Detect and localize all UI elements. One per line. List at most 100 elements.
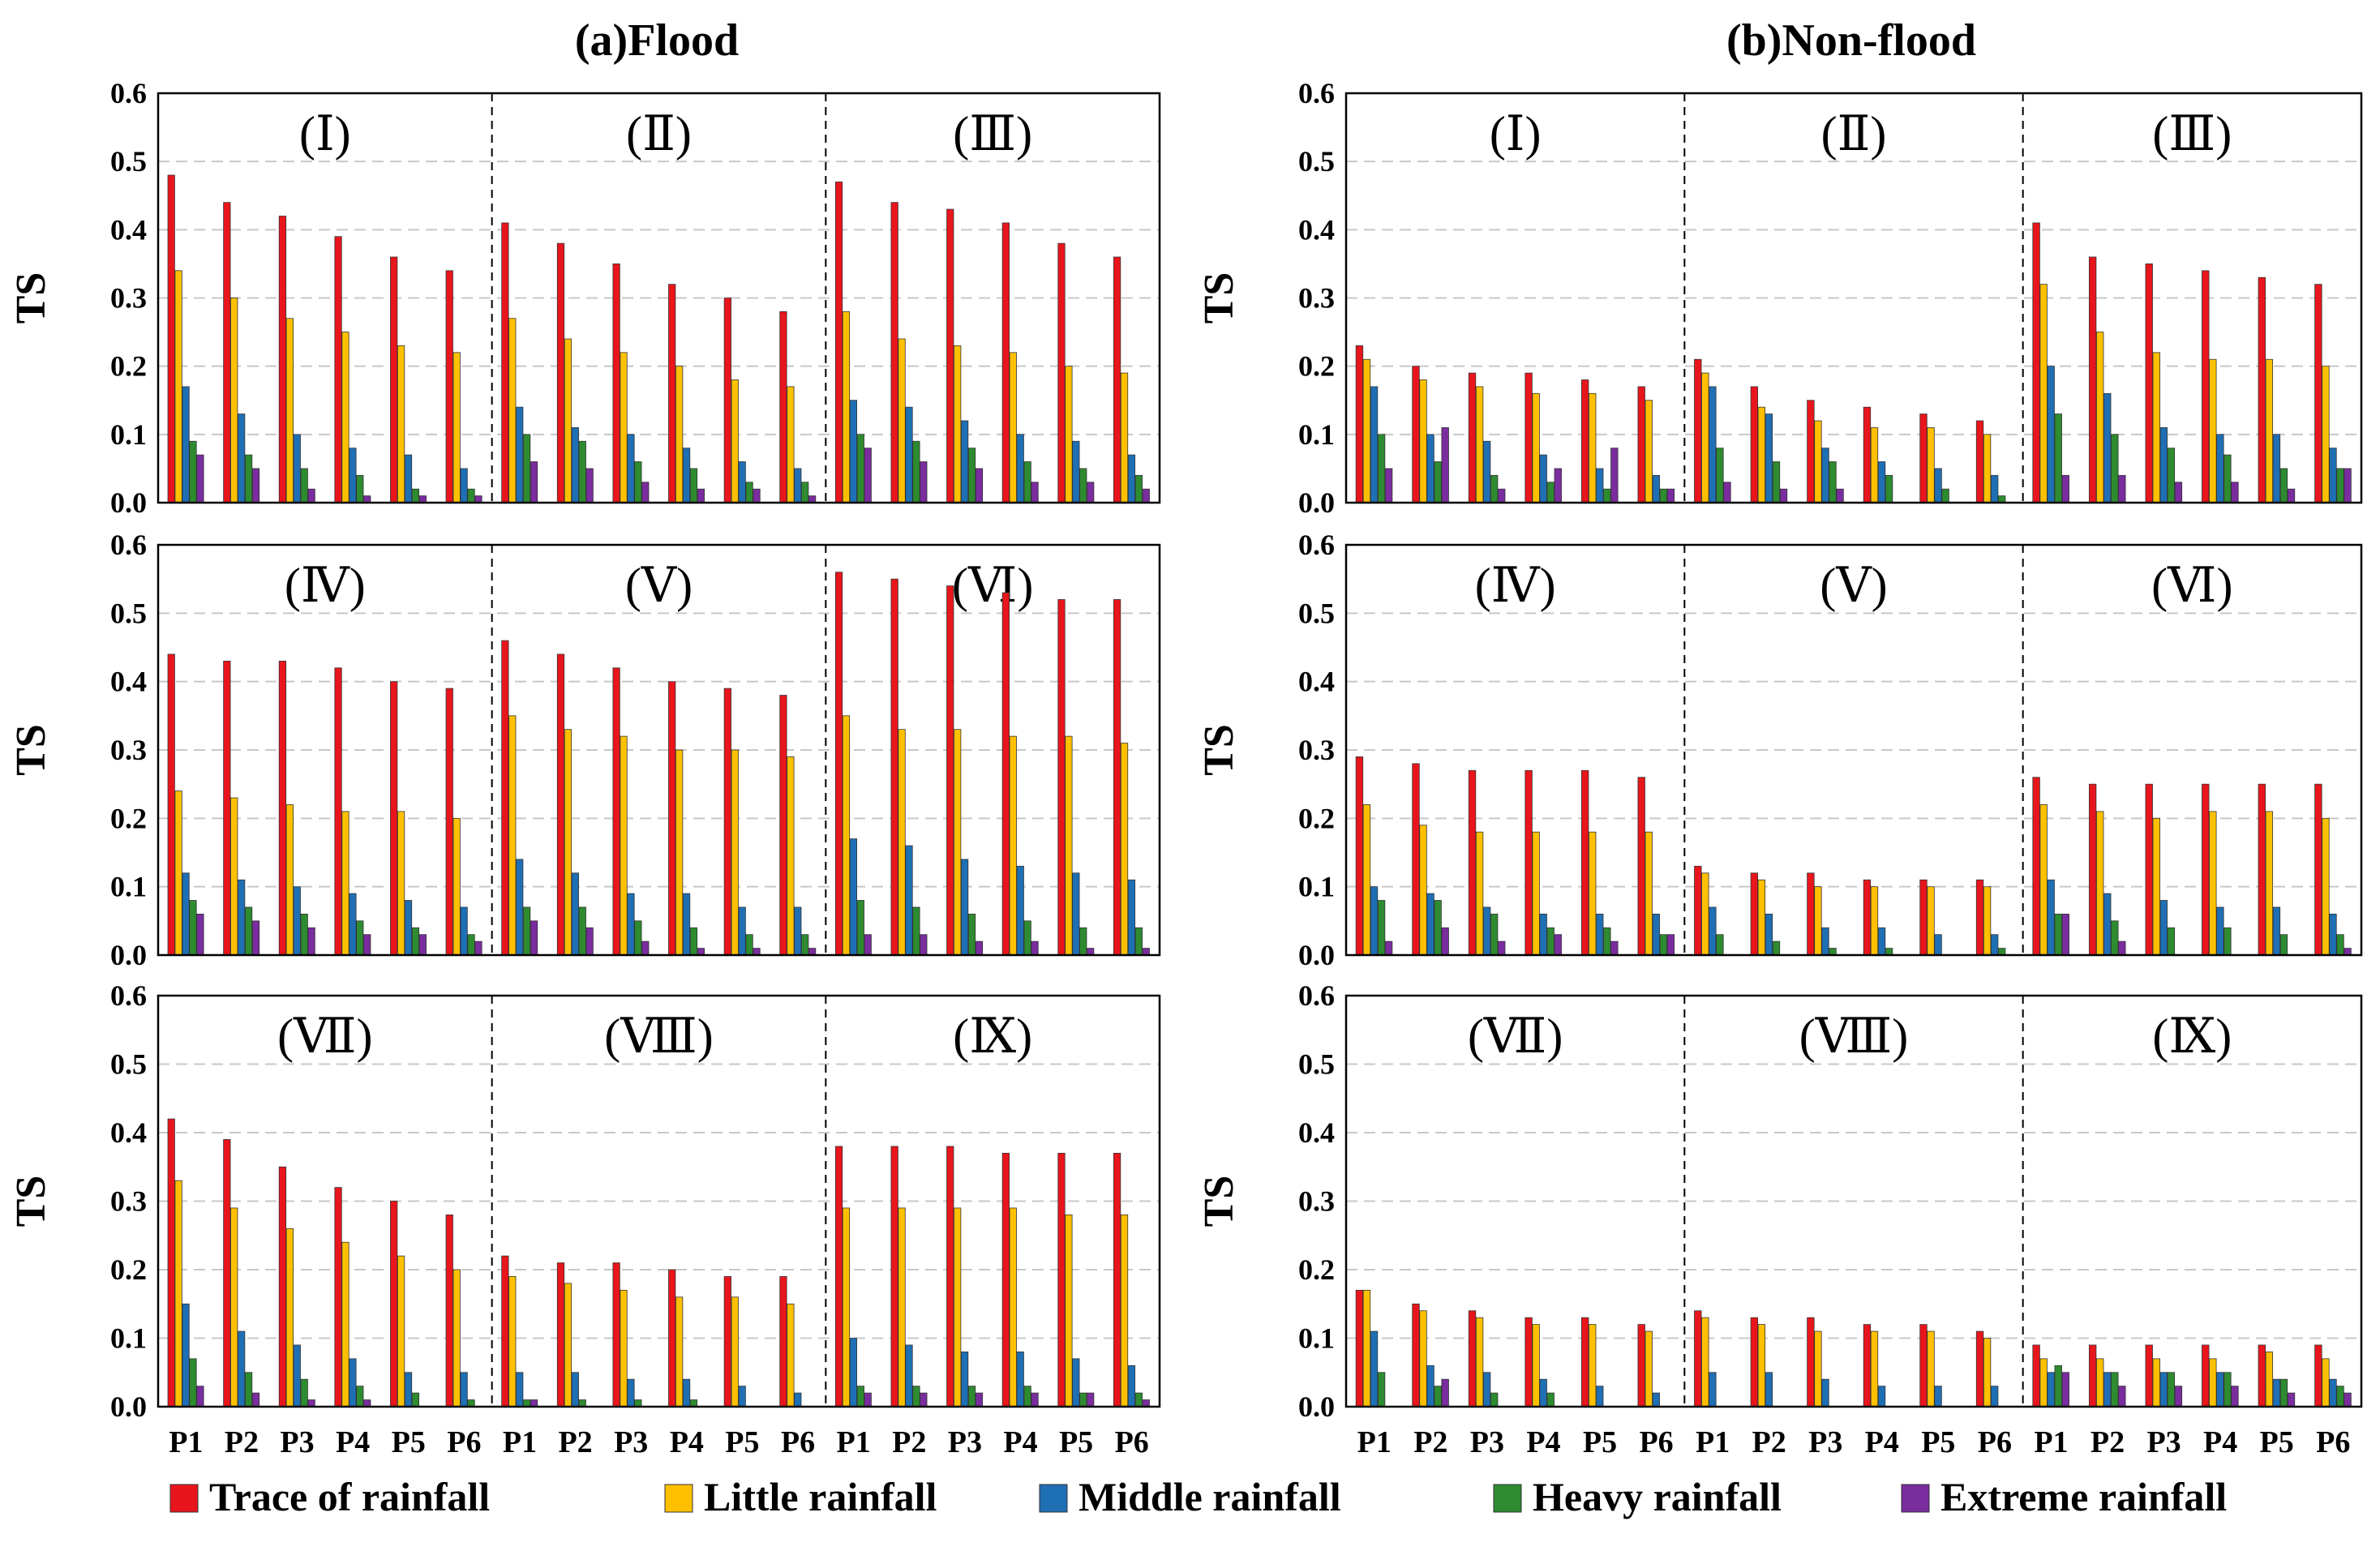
x-tick-label: P3: [1470, 1425, 1504, 1459]
x-tick-label: P2: [225, 1425, 259, 1459]
bar-little-rainfall: [1419, 825, 1427, 956]
bar-extreme-rainfall: [975, 1392, 984, 1407]
bar-middle-rainfall: [849, 1338, 858, 1407]
y-tick-label: 0.5: [110, 1048, 147, 1081]
region-label: (Ⅱ): [626, 107, 692, 161]
legend-item-heavy-rainfall: Heavy rainfall: [1493, 1474, 1782, 1519]
bar-heavy-rainfall: [634, 1399, 642, 1407]
bar-little-rainfall: [508, 1276, 517, 1407]
bar-extreme-rainfall: [1441, 1378, 1449, 1407]
legend-swatch: [1901, 1484, 1930, 1513]
bar-little-rainfall: [1983, 1338, 1992, 1407]
y-tick-label: 0.0: [1298, 486, 1335, 519]
bar-heavy-rainfall: [189, 1358, 197, 1407]
bar-trace-of-rainfall: [1355, 756, 1364, 956]
bar-extreme-rainfall: [1498, 940, 1506, 956]
bar-heavy-rainfall: [300, 914, 308, 956]
bar-middle-rainfall: [1990, 474, 1999, 503]
bar-extreme-rainfall: [864, 1392, 872, 1407]
bar-little-rainfall: [1983, 434, 1992, 503]
bar-little-rainfall: [1589, 392, 1597, 503]
x-tick-label: P5: [2260, 1425, 2294, 1459]
bar-middle-rainfall: [349, 448, 357, 503]
bar-trace-of-rainfall: [1863, 1324, 1872, 1407]
bar-extreme-rainfall: [1384, 940, 1393, 956]
bar-extreme-rainfall: [1087, 948, 1095, 956]
bar-middle-rainfall: [1482, 906, 1491, 956]
bar-trace-of-rainfall: [223, 660, 231, 956]
bar-little-rainfall: [564, 338, 572, 503]
bar-middle-rainfall: [1709, 906, 1717, 956]
bar-middle-rainfall: [2329, 448, 2337, 503]
bar-trace-of-rainfall: [890, 1146, 898, 1407]
bar-trace-of-rainfall: [723, 298, 731, 503]
bar-heavy-rainfall: [244, 1372, 253, 1407]
bar-little-rainfall: [2152, 817, 2160, 956]
bar-heavy-rainfall: [912, 906, 920, 956]
y-tick-label: 0.6: [1298, 77, 1335, 109]
bar-middle-rainfall: [905, 1344, 913, 1407]
x-tick-label: P6: [1978, 1425, 2012, 1459]
bar-middle-rainfall: [460, 468, 468, 503]
bar-trace-of-rainfall: [1468, 769, 1477, 956]
bar-trace-of-rainfall: [278, 660, 287, 956]
bar-trace-of-rainfall: [2202, 270, 2210, 503]
bar-heavy-rainfall: [523, 1399, 531, 1407]
bar-little-rainfall: [2265, 1352, 2274, 1407]
bar-trace-of-rainfall: [1637, 777, 1645, 956]
y-tick-label: 0.1: [110, 1322, 147, 1355]
bar-middle-rainfall: [1821, 448, 1829, 503]
bar-heavy-rainfall: [856, 1386, 864, 1407]
x-tick-label: P2: [1752, 1425, 1786, 1459]
bar-trace-of-rainfall: [723, 688, 731, 956]
bar-heavy-rainfall: [1134, 1392, 1143, 1407]
bar-heavy-rainfall: [1023, 920, 1031, 956]
x-tick-label: P2: [2091, 1425, 2125, 1459]
bar-heavy-rainfall: [1490, 914, 1499, 956]
bar-little-rainfall: [898, 729, 906, 956]
bar-little-rainfall: [1120, 1215, 1129, 1407]
x-tick-label: P3: [614, 1425, 648, 1459]
bar-trace-of-rainfall: [946, 208, 954, 503]
bar-middle-rainfall: [571, 1372, 579, 1407]
bar-little-rainfall: [341, 811, 349, 956]
bar-heavy-rainfall: [856, 434, 864, 503]
bar-heavy-rainfall: [2223, 1372, 2232, 1407]
y-tick-label: 0.2: [1298, 1253, 1335, 1286]
x-tick-label: P1: [2034, 1425, 2068, 1459]
bar-middle-rainfall: [2329, 1378, 2337, 1407]
bar-middle-rainfall: [2159, 427, 2168, 503]
bar-middle-rainfall: [1482, 1372, 1491, 1407]
bar-heavy-rainfall: [1134, 927, 1143, 956]
bar-little-rainfall: [2096, 1358, 2104, 1407]
bar-middle-rainfall: [293, 886, 301, 956]
bar-extreme-rainfall: [474, 940, 482, 956]
bar-heavy-rainfall: [356, 1386, 364, 1407]
bar-little-rainfall: [620, 1289, 628, 1407]
bar-extreme-rainfall: [2287, 488, 2296, 503]
region-label: (Ⅰ): [1490, 107, 1542, 161]
bar-heavy-rainfall: [1377, 900, 1386, 956]
bar-little-rainfall: [1475, 1317, 1484, 1407]
bar-heavy-rainfall: [1885, 474, 1893, 503]
bar-middle-rainfall: [961, 859, 969, 956]
bar-heavy-rainfall: [1490, 474, 1499, 503]
x-tick-label: P5: [1059, 1425, 1093, 1459]
bar-trace-of-rainfall: [1807, 1317, 1815, 1407]
bar-trace-of-rainfall: [2088, 1344, 2097, 1407]
bar-middle-rainfall: [1127, 879, 1136, 956]
bar-little-rainfall: [285, 1228, 294, 1407]
bar-trace-of-rainfall: [834, 572, 843, 956]
bar-extreme-rainfall: [808, 948, 817, 956]
bar-little-rainfall: [842, 1207, 851, 1407]
bar-middle-rainfall: [2103, 392, 2112, 503]
bar-middle-rainfall: [1821, 1378, 1829, 1407]
bar-little-rainfall: [1589, 1324, 1597, 1407]
panel-frame: [1344, 994, 2363, 1408]
bar-trace-of-rainfall: [2088, 256, 2097, 503]
bar-trace-of-rainfall: [890, 578, 898, 956]
bar-heavy-rainfall: [967, 914, 976, 956]
bar-heavy-rainfall: [1998, 948, 2006, 956]
bar-heavy-rainfall: [2111, 1372, 2119, 1407]
bar-heavy-rainfall: [2279, 1378, 2288, 1407]
